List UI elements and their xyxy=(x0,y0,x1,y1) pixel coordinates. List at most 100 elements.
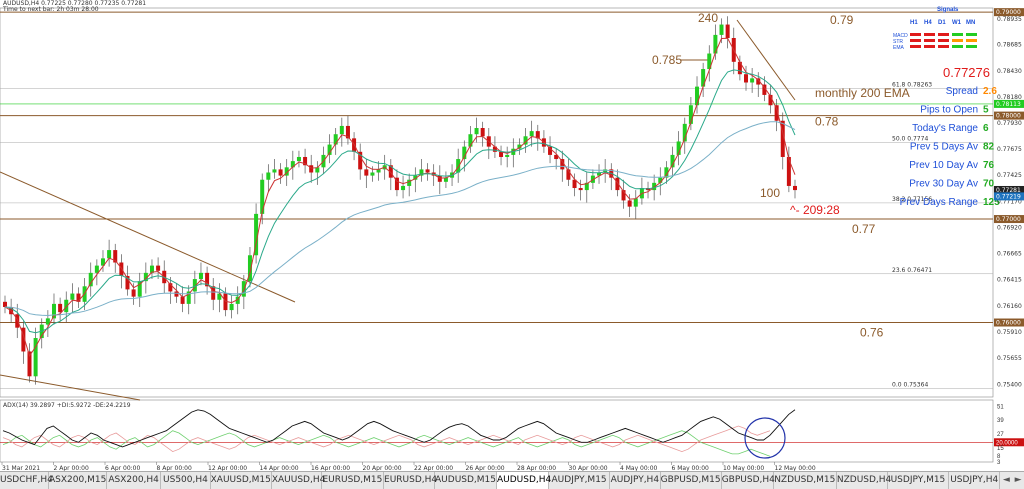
candle-body xyxy=(492,146,497,152)
x-axis-label: 28 Apr 00:00 xyxy=(517,465,556,471)
candle-body xyxy=(235,296,240,304)
signals-row-label: STR xyxy=(893,39,903,45)
symbol-tab[interactable]: GBPUSD,M15 xyxy=(661,472,722,489)
symbol-tab[interactable]: USDCHF,H4 xyxy=(0,472,53,489)
candle-body xyxy=(211,286,216,300)
fib-label: 38.2 0.77156 xyxy=(892,196,932,203)
symbol-tab[interactable]: EURUSD,H4 xyxy=(384,472,437,489)
adx-axis-label: 51 xyxy=(997,404,1004,410)
symbol-tab[interactable]: AUDJPY,M15 xyxy=(549,472,611,489)
candle-body xyxy=(750,78,755,83)
candle-body xyxy=(468,134,473,147)
candle-body xyxy=(15,314,20,328)
candle-body xyxy=(768,94,773,106)
level-label: 0.76 xyxy=(860,326,884,340)
price-tag-text: 0.76000 xyxy=(996,320,1021,327)
signal-cell xyxy=(924,39,935,42)
y-axis-label: 0.77425 xyxy=(997,172,1022,179)
y-axis-label: 0.77675 xyxy=(997,146,1022,153)
symbol-tab[interactable]: ASX200,M15 xyxy=(49,472,107,489)
adx-axis-label: 27 xyxy=(997,432,1004,438)
x-axis-label: 14 Apr 00:00 xyxy=(260,465,299,471)
signal-cell xyxy=(966,39,977,42)
signal-cell xyxy=(910,45,921,48)
candle-body xyxy=(725,24,730,39)
candle-body xyxy=(107,250,112,259)
fib-label: 23.6 0.76471 xyxy=(892,267,932,274)
candle-body xyxy=(333,134,338,145)
signals-timeframe: MN xyxy=(966,20,975,26)
candle-body xyxy=(284,167,289,176)
info-value: 82 xyxy=(983,142,995,153)
candle-body xyxy=(756,78,761,85)
signal-cell xyxy=(952,45,963,48)
candle-body xyxy=(419,169,424,176)
y-axis-label: 0.78935 xyxy=(997,16,1022,23)
candle-body xyxy=(480,128,485,137)
x-axis-label: 31 Mar 2021 xyxy=(2,465,40,471)
tab-scroll-right-icon[interactable]: ► xyxy=(1014,475,1022,485)
signals-timeframe: H4 xyxy=(924,20,932,26)
symbol-tab[interactable]: XAUUSD,H4 xyxy=(272,472,325,489)
candle-body xyxy=(388,165,393,178)
candle-body xyxy=(345,125,350,139)
candle-body xyxy=(113,250,118,263)
symbol-tab[interactable]: XAUUSD,M15 xyxy=(211,472,272,489)
info-label: Prev Days Range xyxy=(900,197,979,208)
candle-body xyxy=(205,272,210,287)
candle-body xyxy=(548,146,553,155)
candle-body xyxy=(45,318,50,325)
candle-body xyxy=(566,169,571,180)
candle-body xyxy=(51,303,56,319)
price-chart[interactable]: 61.8 0.78263 50.0 0.7774 38.2 0.77156 23.6 … xyxy=(0,0,1024,471)
symbol-tab[interactable]: ASX200,H4 xyxy=(107,472,162,489)
candle-body xyxy=(100,258,105,266)
candle-body xyxy=(786,156,791,186)
level-label: 0.77 xyxy=(852,222,876,236)
x-axis-label: 26 Apr 00:00 xyxy=(466,465,505,471)
symbol-tab[interactable]: USDJPY,H4 xyxy=(949,472,1001,489)
x-axis-label: 4 May 00:00 xyxy=(620,465,658,471)
trend-line-lower xyxy=(0,374,141,401)
candle-body xyxy=(744,74,749,83)
symbol-tab[interactable]: NZDUSD,H4 xyxy=(837,472,891,489)
symbol-tab[interactable]: AUDUSD,M15 xyxy=(435,472,497,489)
candle-body xyxy=(437,175,442,182)
candle-body xyxy=(192,279,197,292)
info-label: Today's Range xyxy=(912,123,978,134)
candle-body xyxy=(358,151,363,170)
candle-body xyxy=(217,293,222,300)
info-value: 6 xyxy=(983,123,989,134)
level-label: 0.79 xyxy=(830,13,854,27)
candle-body xyxy=(76,293,81,302)
price-tag-text: 0.79000 xyxy=(996,9,1021,16)
candle-body xyxy=(793,185,797,191)
adx-level-tag xyxy=(994,438,1024,447)
trend-line xyxy=(0,171,296,303)
candle-body xyxy=(315,167,320,173)
signal-cell xyxy=(910,33,921,36)
y-axis-label: 0.75655 xyxy=(997,355,1022,362)
symbol-tab[interactable]: AUDUSD,H4 xyxy=(497,472,551,489)
annotation-0785: 0.785 xyxy=(652,53,682,67)
symbol-tab[interactable]: EURUSD,M15 xyxy=(322,472,385,489)
candle-body xyxy=(119,262,124,276)
chart-header-line1: AUDUSD,H4 0.77225 0.77280 0.77235 0.7728… xyxy=(3,0,147,7)
symbol-tab[interactable]: NZDUSD,M15 xyxy=(774,472,837,489)
info-value: 2.6 xyxy=(983,86,997,97)
candle-body xyxy=(627,200,632,207)
candle-body xyxy=(278,169,283,176)
symbol-tab[interactable]: GBPUSD,H4 xyxy=(722,472,775,489)
candle-body xyxy=(597,172,602,176)
symbol-tab[interactable]: AUDJPY,H4 xyxy=(610,472,661,489)
x-axis-label: 6 May 00:00 xyxy=(672,465,710,471)
symbol-tab[interactable]: US500,H4 xyxy=(161,472,211,489)
candle-body xyxy=(88,272,93,287)
tab-scroll-left-icon[interactable]: ◄ xyxy=(1002,475,1010,485)
candle-body xyxy=(394,177,399,191)
price-tag-box xyxy=(994,8,1024,17)
adx-label: ADX(14) 39.2897 +DI:5.9272 -DE:24.2219 xyxy=(3,402,131,409)
symbol-tab[interactable]: USDJPY,M15 xyxy=(888,472,950,489)
y-axis-label: 0.77170 xyxy=(997,198,1022,205)
